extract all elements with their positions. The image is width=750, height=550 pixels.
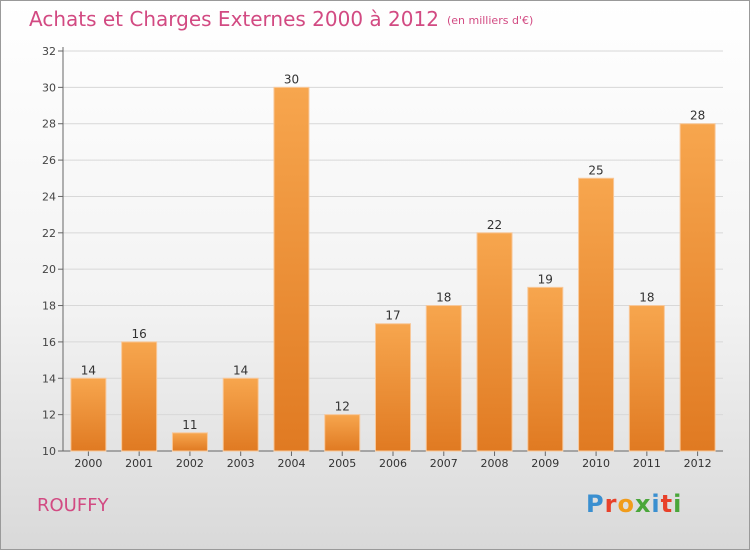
chart-title: Achats et Charges Externes 2000 à 2012 (e… [29, 7, 533, 31]
y-tick-label: 14 [42, 372, 56, 385]
bar [628, 305, 665, 452]
x-tick-label: 2010 [582, 457, 610, 470]
bar [273, 86, 310, 452]
bar-value-label: 14 [81, 363, 96, 377]
bars [70, 86, 716, 452]
bar [527, 286, 564, 452]
y-tick-label: 10 [42, 445, 56, 458]
bar [324, 414, 361, 452]
labels: 10 12 14 16 18 20 22 24 26 28 30 32 14 2000 16 2001 11 20… [42, 45, 712, 470]
y-tick-label: 24 [42, 190, 56, 203]
bar-value-label: 18 [436, 291, 451, 305]
x-tick-label: 2011 [633, 457, 661, 470]
bar-value-label: 12 [335, 400, 350, 414]
bar-value-label: 14 [233, 363, 248, 377]
y-tick-label: 18 [42, 300, 56, 313]
bar-value-label: 17 [385, 309, 400, 323]
y-tick-label: 32 [42, 45, 56, 58]
bar-value-label: 25 [588, 163, 603, 177]
y-tick-label: 28 [42, 118, 56, 131]
y-tick-label: 26 [42, 154, 56, 167]
y-tick-label: 22 [42, 227, 56, 240]
x-tick-label: 2012 [684, 457, 712, 470]
chart-subtitle: (en milliers d'€) [446, 14, 534, 27]
logo-letter: i [673, 490, 683, 518]
bar-value-label: 19 [538, 272, 553, 286]
x-tick-label: 2005 [328, 457, 356, 470]
bar [578, 177, 615, 452]
x-tick-label: 2004 [277, 457, 305, 470]
bar [171, 432, 208, 452]
bar [679, 123, 716, 452]
logo-letter: P [586, 490, 605, 518]
bar-value-label: 18 [639, 291, 654, 305]
bar [121, 341, 158, 452]
x-tick-label: 2003 [227, 457, 255, 470]
logo-letter: t [660, 490, 674, 518]
logo-letter: x [634, 490, 652, 518]
x-tick-label: 2001 [125, 457, 153, 470]
bar [476, 232, 513, 452]
y-tick-label: 12 [42, 409, 56, 422]
bar [425, 305, 462, 452]
x-tick-label: 2002 [176, 457, 204, 470]
y-tick-label: 30 [42, 81, 56, 94]
x-tick-label: 2007 [430, 457, 458, 470]
x-tick-label: 2009 [531, 457, 559, 470]
y-tick-label: 20 [42, 263, 56, 276]
x-tick-label: 2008 [481, 457, 509, 470]
logo-letter: o [617, 490, 635, 518]
bar-value-label: 11 [182, 418, 197, 432]
bar-value-label: 22 [487, 218, 502, 232]
x-tick-label: 2000 [74, 457, 102, 470]
bar [375, 323, 411, 452]
bar [70, 377, 107, 452]
bar [222, 377, 259, 452]
bar-value-label: 30 [284, 72, 299, 86]
logo-letter: r [604, 490, 618, 518]
proxiti-logo: Proxiti [586, 490, 682, 518]
logo-letter: i [651, 490, 661, 518]
x-tick-label: 2006 [379, 457, 407, 470]
bar-value-label: 16 [132, 327, 147, 341]
chart-title-text: Achats et Charges Externes 2000 à 2012 [29, 7, 439, 31]
bar-value-label: 28 [690, 109, 705, 123]
y-tick-label: 16 [42, 336, 56, 349]
commune-name: ROUFFY [37, 495, 109, 516]
